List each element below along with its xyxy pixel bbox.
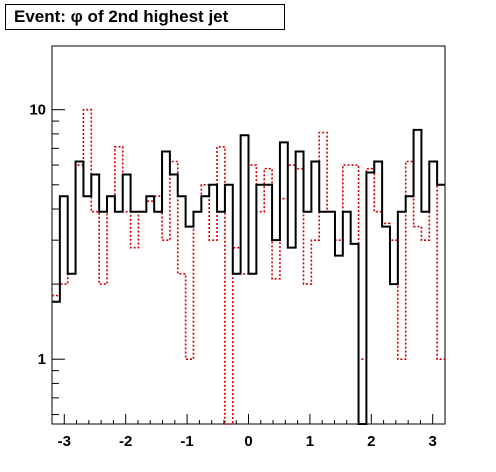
series-layer (52, 108, 445, 425)
chart-title: Event: φ of 2nd highest jet (5, 4, 285, 30)
x-tick-label: 3 (429, 433, 437, 450)
x-tick-label: 1 (306, 433, 314, 450)
series-black-solid (52, 128, 445, 425)
x-tick-label: -1 (180, 433, 193, 450)
x-tick-label: 2 (367, 433, 375, 450)
y-tick-label: 1 (38, 351, 46, 368)
x-tick-label: 0 (244, 433, 252, 450)
x-tick-label: -2 (119, 433, 132, 450)
x-tick-label: -3 (58, 433, 71, 450)
axis-layer: -3 -2 -1 0 1 2 3 1 10 (29, 102, 446, 450)
y-tick-label: 10 (29, 102, 46, 119)
